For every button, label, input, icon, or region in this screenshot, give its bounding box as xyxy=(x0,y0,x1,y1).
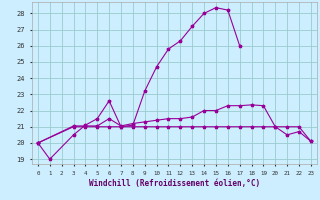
X-axis label: Windchill (Refroidissement éolien,°C): Windchill (Refroidissement éolien,°C) xyxy=(89,179,260,188)
